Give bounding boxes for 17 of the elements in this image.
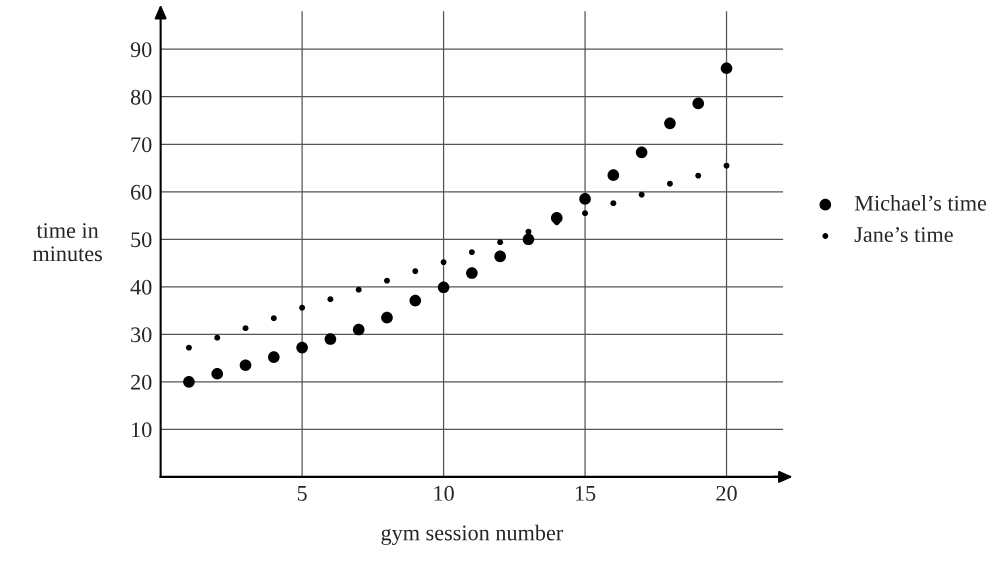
- y-axis-title: time in minutes: [32, 223, 102, 262]
- x-axis-title: gym session number: [381, 524, 564, 545]
- x-tick-label: 10: [434, 485, 454, 501]
- legend-label: Michael’s time: [854, 195, 987, 211]
- y-tick-label: 20: [131, 374, 152, 390]
- x-tick-label: 20: [716, 485, 737, 501]
- x-tick-label: 15: [575, 485, 596, 501]
- x-tick-label: 5: [297, 486, 307, 501]
- y-tick-label: 60: [131, 184, 152, 200]
- y-tick-label: 50: [131, 232, 152, 248]
- y-tick-label: 90: [130, 42, 152, 58]
- y-tick-label: 10: [132, 422, 152, 438]
- y-tick-label: 30: [131, 327, 152, 343]
- y-tick-label: 40: [130, 279, 152, 295]
- legend-label: Jane’s time: [854, 227, 953, 243]
- y-tick-label: 80: [130, 89, 152, 105]
- y-tick-label: 70: [131, 137, 152, 153]
